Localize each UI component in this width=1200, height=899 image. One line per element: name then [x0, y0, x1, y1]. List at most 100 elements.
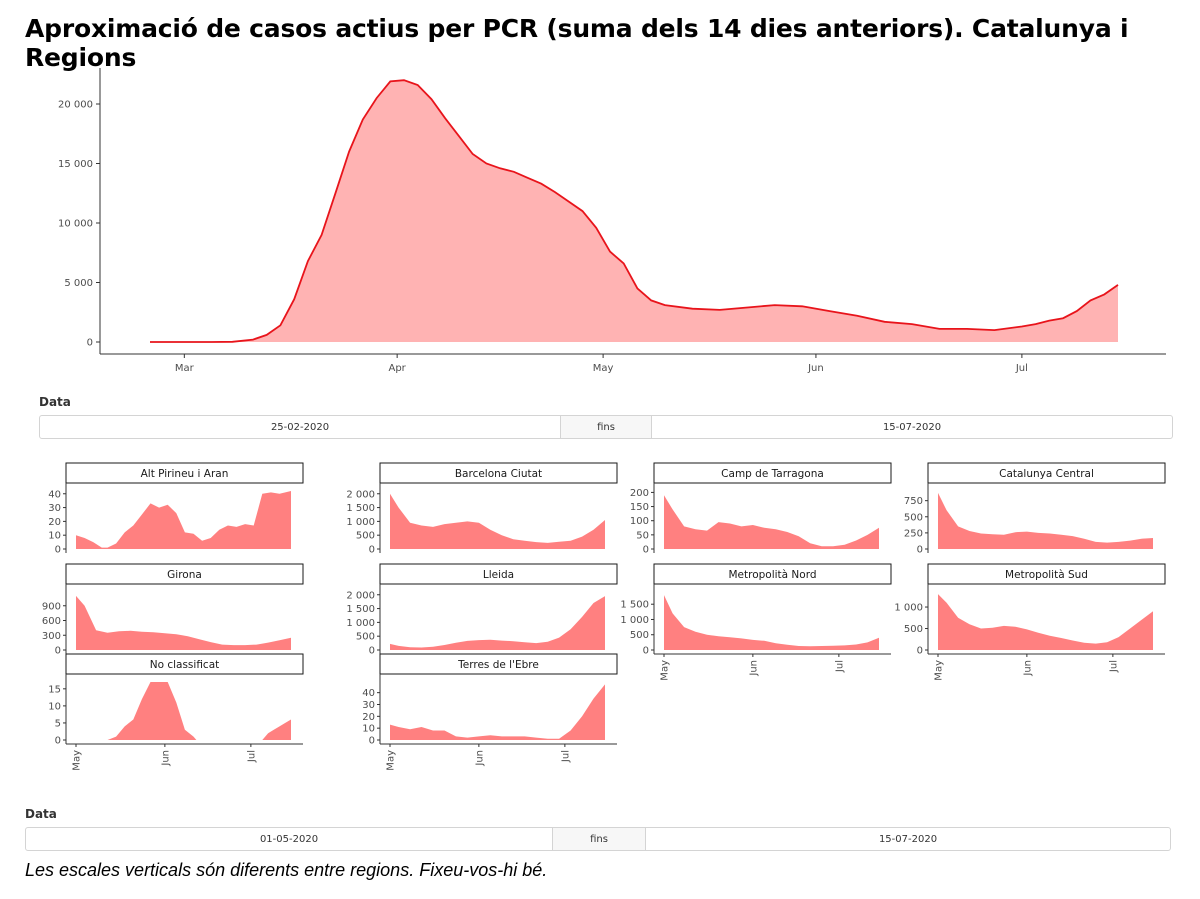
- facet-y-tick-label: 50: [636, 530, 649, 541]
- facet-y-tick-label: 5: [55, 718, 61, 729]
- range-main-start[interactable]: 25-02-2020: [270, 421, 330, 433]
- facet-strip: [653, 563, 892, 585]
- facet-y-tick-label: 30: [362, 700, 375, 711]
- facet-area: [938, 492, 1153, 549]
- main-area: [150, 80, 1118, 342]
- facet-area: [938, 594, 1153, 650]
- facet-x-tick-label: Jun: [474, 750, 485, 767]
- facet-y-tick-label: 0: [643, 545, 649, 556]
- facet-y-tick-label: 10: [362, 724, 375, 735]
- facet-y-tick-label: 200: [630, 488, 649, 499]
- facet-y-tick-label: 10: [48, 531, 61, 542]
- facet-y-tick-label: 1 000: [346, 618, 375, 629]
- facet-strip: [65, 462, 304, 484]
- main-y-tick-label: 20 000: [58, 100, 93, 111]
- facet-title: Barcelona Ciutat: [455, 468, 542, 480]
- facet-area: [76, 491, 291, 549]
- facet-y-tick-label: 0: [55, 736, 61, 747]
- facet-title: Catalunya Central: [999, 468, 1094, 480]
- facet-y-tick-label: 300: [42, 631, 61, 642]
- facet-y-tick-label: 1 000: [346, 517, 375, 528]
- facet-area: [76, 682, 291, 740]
- facet-y-tick-label: 0: [55, 545, 61, 556]
- facet-y-tick-label: 1 000: [620, 615, 649, 626]
- facet-y-tick-label: 500: [356, 531, 375, 542]
- facet-area: [664, 595, 879, 650]
- facet-y-tick-label: 500: [630, 630, 649, 641]
- facet-strip: [379, 462, 618, 484]
- footnote: Les escales verticals són diferents entr…: [25, 860, 548, 880]
- main-x-tick-label: May: [593, 363, 614, 374]
- facet-y-tick-label: 40: [362, 688, 375, 699]
- facet-y-tick-label: 250: [904, 528, 923, 539]
- main-y-tick-label: 15 000: [58, 159, 93, 170]
- facet-y-tick-label: 1 500: [346, 604, 375, 615]
- facet-x-tick-label: May: [72, 750, 83, 771]
- facet-title: No classificat: [150, 659, 220, 671]
- range-facets-slider[interactable]: 01-05-2020 fins 15-07-2020: [25, 827, 1171, 851]
- facet-strip: [379, 563, 618, 585]
- facet-area: [390, 596, 605, 650]
- facet-y-tick-label: 150: [630, 502, 649, 513]
- main-x-tick-label: Mar: [175, 363, 195, 374]
- facet-y-tick-label: 0: [917, 646, 923, 657]
- page-title: Aproximació de casos actius per PCR (sum…: [25, 14, 1129, 72]
- facet-x-tick-label: Jul: [834, 660, 845, 673]
- range-main-slider[interactable]: 25-02-2020 fins 15-07-2020: [39, 415, 1173, 439]
- facet-y-tick-label: 100: [630, 516, 649, 527]
- facet-title: Lleida: [483, 569, 514, 581]
- main-y-tick-label: 0: [87, 338, 93, 349]
- facet-y-tick-label: 30: [48, 503, 61, 514]
- main-line: [150, 79, 1119, 343]
- range-facets-end[interactable]: 15-07-2020: [878, 833, 938, 845]
- facet-title: Girona: [167, 569, 202, 581]
- facet-y-tick-label: 15: [48, 684, 61, 695]
- facet-x-tick-label: Jun: [1022, 660, 1033, 677]
- facet-y-tick-label: 1 000: [894, 603, 923, 614]
- range-facets-start[interactable]: 01-05-2020: [259, 833, 319, 845]
- facet-y-tick-label: 0: [369, 736, 375, 747]
- range-main-end[interactable]: 15-07-2020: [882, 421, 942, 433]
- facet-strip: [65, 563, 304, 585]
- facet-x-tick-label: May: [386, 750, 397, 771]
- facet-y-tick-label: 1 500: [620, 600, 649, 611]
- facet-x-tick-label: May: [660, 660, 671, 681]
- facet-y-tick-label: 500: [904, 512, 923, 523]
- facet-y-tick-label: 2 000: [346, 590, 375, 601]
- main-x-tick-label: Apr: [388, 363, 406, 374]
- facet-strip: [927, 462, 1166, 484]
- facet-strip: [65, 653, 304, 675]
- facet-title: Terres de l'Ebre: [457, 659, 539, 671]
- range-main-separator: fins: [560, 416, 652, 438]
- facet-title: Camp de Tarragona: [721, 468, 824, 480]
- facet-area: [76, 595, 291, 650]
- main-x-tick-label: Jun: [807, 363, 824, 374]
- facet-y-tick-label: 900: [42, 601, 61, 612]
- facet-y-tick-label: 500: [904, 624, 923, 635]
- facet-x-tick-label: Jun: [748, 660, 759, 677]
- facet-y-tick-label: 10: [48, 701, 61, 712]
- range-facets-label: Data: [25, 807, 57, 821]
- facet-y-tick-label: 0: [55, 646, 61, 657]
- facet-x-tick-label: May: [934, 660, 945, 681]
- range-main-label: Data: [39, 395, 71, 409]
- facet-title: Metropolità Nord: [728, 569, 816, 581]
- facet-x-tick-label: Jul: [560, 750, 571, 763]
- facet-y-tick-label: 2 000: [346, 489, 375, 500]
- facet-y-tick-label: 20: [362, 712, 375, 723]
- main-y-tick-label: 10 000: [58, 219, 93, 230]
- facet-title: Alt Pirineu i Aran: [141, 468, 229, 480]
- facet-y-tick-label: 20: [48, 517, 61, 528]
- facet-area: [390, 684, 605, 740]
- facet-y-tick-label: 1 500: [346, 503, 375, 514]
- facet-x-tick-label: Jul: [1108, 660, 1119, 673]
- facet-y-tick-label: 0: [369, 646, 375, 657]
- facet-y-tick-label: 500: [356, 632, 375, 643]
- facet-y-tick-label: 600: [42, 616, 61, 627]
- facet-strip: [653, 462, 892, 484]
- facet-strip: [927, 563, 1166, 585]
- facet-title: Metropolità Sud: [1005, 569, 1088, 581]
- facet-y-tick-label: 750: [904, 496, 923, 507]
- facet-area: [390, 493, 605, 549]
